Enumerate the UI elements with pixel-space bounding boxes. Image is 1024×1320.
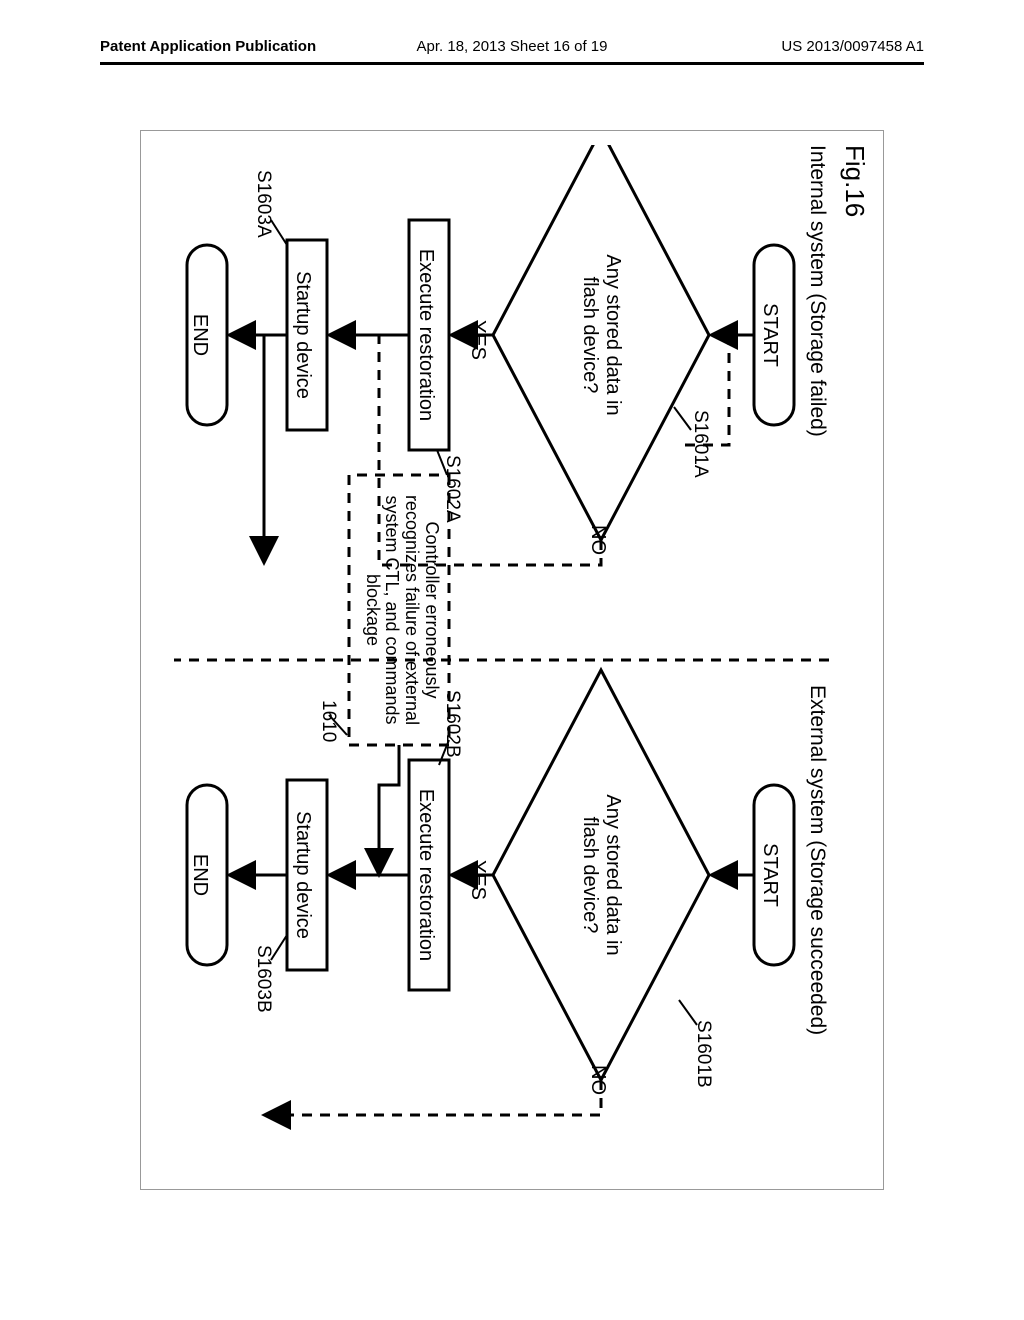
flowchart-svg — [155, 145, 869, 1175]
header-rule — [100, 62, 924, 65]
header-right: US 2013/0097458 A1 — [781, 38, 924, 55]
figure-content: Fig.16 Internal system (Storage failed) … — [155, 145, 869, 1175]
